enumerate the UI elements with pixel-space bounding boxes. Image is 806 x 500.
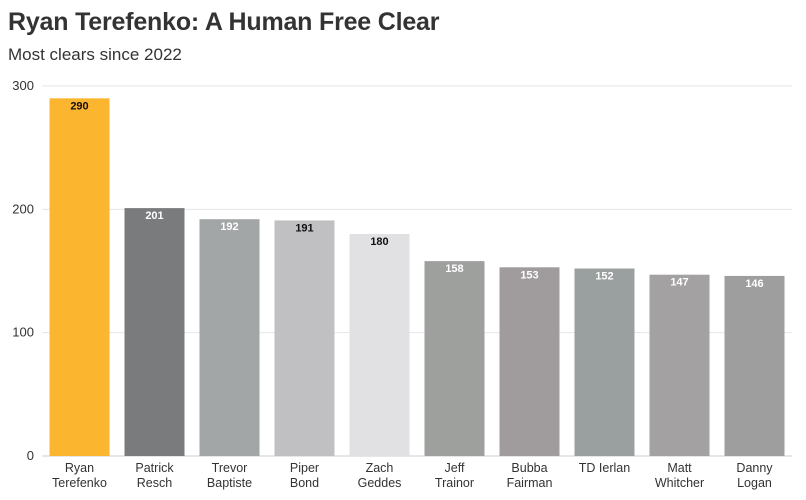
category-label: Bubba Fairman — [507, 461, 553, 490]
bar — [649, 274, 710, 456]
value-label: 290 — [70, 100, 88, 112]
value-label: 191 — [295, 222, 313, 234]
bar — [499, 267, 560, 456]
y-tick-label: 0 — [27, 448, 34, 463]
value-label: 153 — [520, 269, 538, 281]
y-tick-label: 300 — [12, 78, 34, 93]
category-label: Jeff Trainor — [435, 461, 474, 490]
x-axis: Ryan Terefenko Patrick Resch Trevor Baptiste P… — [52, 461, 773, 490]
y-tick-label: 200 — [12, 201, 34, 216]
y-axis: 0 100 200 300 — [12, 78, 34, 463]
bar — [274, 220, 335, 456]
bar — [349, 234, 410, 456]
bar — [199, 219, 260, 456]
category-label: Piper Bond — [290, 461, 319, 490]
chart-title: Ryan Terefenko: A Human Free Clear — [8, 8, 440, 36]
category-label: Trevor Baptiste — [207, 461, 252, 490]
category-label: Zach Geddes — [358, 461, 402, 490]
value-label: 201 — [145, 210, 163, 222]
category-label: Ryan Terefenko — [52, 461, 107, 490]
category-label: TD Ierlan — [579, 461, 630, 475]
bar — [124, 208, 185, 456]
bar — [49, 98, 110, 456]
value-label: 180 — [370, 236, 388, 248]
category-label: Matt Whitcher — [655, 461, 704, 490]
value-label: 152 — [595, 271, 613, 283]
chart-subtitle: Most clears since 2022 — [8, 45, 182, 64]
y-tick-label: 100 — [12, 325, 34, 340]
bars — [49, 98, 785, 456]
bar — [574, 268, 635, 456]
value-label: 146 — [745, 278, 763, 290]
bar — [424, 261, 485, 456]
value-label: 158 — [445, 263, 463, 275]
category-label: Patrick Resch — [135, 461, 174, 490]
bar — [724, 275, 785, 456]
category-label: Danny Logan — [736, 461, 773, 490]
value-labels: 290 201 192 191 180 158 153 152 147 146 — [70, 100, 763, 290]
value-label: 147 — [670, 277, 688, 289]
value-label: 192 — [220, 221, 238, 233]
